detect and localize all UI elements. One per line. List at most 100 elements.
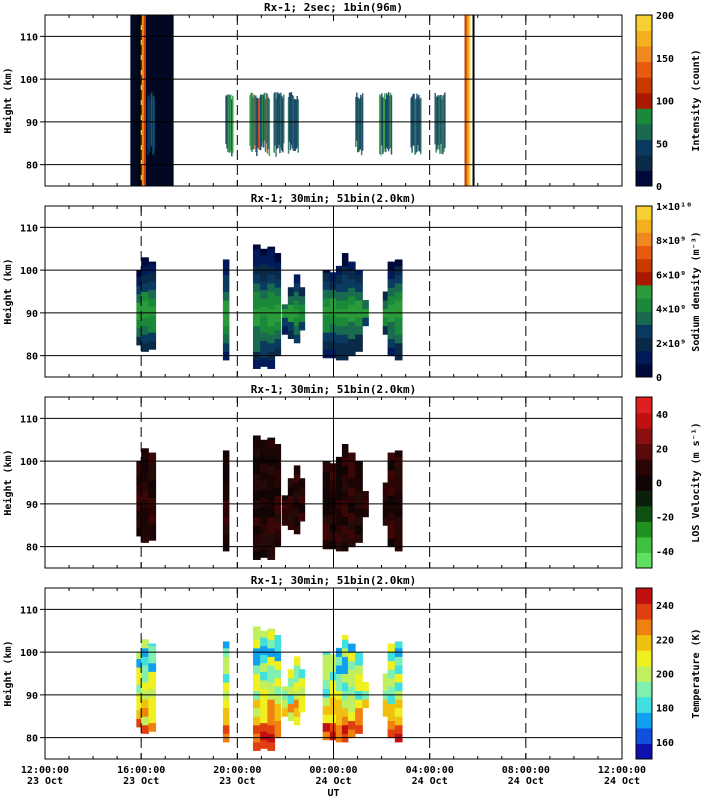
velocity-cell xyxy=(260,439,268,447)
density-cell xyxy=(287,304,295,314)
temperature-cell xyxy=(322,731,331,741)
velocity-cell xyxy=(293,508,301,518)
temperature-cell xyxy=(347,729,356,739)
density-cell xyxy=(141,274,149,284)
velocity-cell xyxy=(322,531,331,541)
temperature-cell xyxy=(267,682,276,692)
velocity-cell xyxy=(222,525,230,535)
density-cell xyxy=(252,334,261,344)
density-cell xyxy=(141,317,149,327)
colorbar-tick-label: 160 xyxy=(656,738,674,749)
density-cell xyxy=(222,300,230,310)
x-axis-label: UT xyxy=(327,788,339,799)
density-cell xyxy=(136,270,142,278)
colorbar-tick-label: -40 xyxy=(656,547,674,558)
velocity-cell xyxy=(335,473,343,483)
density-cell xyxy=(394,334,403,344)
y-tick-label: 80 xyxy=(26,352,38,363)
density-cell xyxy=(347,312,356,322)
intensity-streak xyxy=(151,97,154,156)
y-tick-label: 90 xyxy=(26,691,38,702)
density-cell xyxy=(252,257,261,267)
velocity-cell xyxy=(252,439,261,449)
velocity-cell xyxy=(136,476,142,486)
velocity-cell xyxy=(287,486,295,496)
colorbar-swatch xyxy=(636,271,652,286)
velocity-cell xyxy=(394,482,403,492)
temperature-cell xyxy=(267,716,276,726)
velocity-cell xyxy=(252,448,261,458)
density-cell xyxy=(293,325,301,335)
density-cell xyxy=(322,289,331,299)
velocity-cell xyxy=(322,514,331,524)
colorbar-swatch xyxy=(636,743,652,760)
temperature-cell xyxy=(141,724,149,734)
colorbar-tick-label: 0 xyxy=(656,182,662,193)
colorbar-tick-label: 240 xyxy=(656,601,674,612)
density-cell xyxy=(387,278,396,288)
x-tick-date: 24 Oct xyxy=(604,776,640,787)
density-cell xyxy=(260,297,268,307)
temperature-cell xyxy=(222,682,230,692)
temperature-cell xyxy=(267,707,276,717)
velocity-cell xyxy=(260,488,268,498)
velocity-cell xyxy=(387,529,396,539)
colorbar-tick-label: 1×10¹⁰ xyxy=(656,202,692,213)
velocity-cell xyxy=(382,516,389,526)
intensity-streak xyxy=(249,95,251,146)
temperature-cell xyxy=(267,628,276,632)
edge-stripe xyxy=(464,15,467,186)
temperature-cell xyxy=(148,722,157,732)
colorbar-swatch xyxy=(636,474,652,491)
velocity-cell xyxy=(387,538,396,548)
temperature-cell xyxy=(274,677,282,687)
edge-stripe xyxy=(466,15,469,186)
intensity-streak xyxy=(152,95,155,154)
temperature-cell xyxy=(252,630,261,640)
density-cell xyxy=(387,338,396,348)
temperature-cell xyxy=(355,724,363,734)
intensity-streak xyxy=(417,96,419,145)
velocity-cell xyxy=(260,548,268,558)
colorbar-swatch xyxy=(636,588,652,605)
velocity-cell xyxy=(274,529,282,539)
intensity-streak xyxy=(283,94,285,144)
colorbar-swatch xyxy=(636,603,652,620)
velocity-cell xyxy=(274,478,282,488)
temperature-cell xyxy=(222,716,230,726)
density-cell xyxy=(252,325,261,335)
temperature-cell xyxy=(298,669,306,679)
y-tick-label: 80 xyxy=(26,734,38,745)
density-cell xyxy=(347,347,356,357)
density-cell xyxy=(260,323,268,333)
y-axis-label: Height (km) xyxy=(2,449,14,515)
temperature-cell xyxy=(347,711,356,722)
density-cell xyxy=(322,340,331,350)
density-cell xyxy=(274,261,282,271)
intensity-streak xyxy=(231,99,233,157)
intensity-streak xyxy=(419,99,421,152)
density-cell xyxy=(141,300,149,310)
density-cell xyxy=(136,327,142,337)
velocity-cell xyxy=(287,503,295,513)
density-cell xyxy=(341,274,349,284)
velocity-cell xyxy=(287,520,295,531)
temperature-cell xyxy=(394,699,403,709)
velocity-cell xyxy=(136,461,142,469)
temperature-cell xyxy=(148,697,157,707)
colorbar-label: LOS Velocity (m s⁻¹) xyxy=(690,422,702,542)
x-tick-date: 23 Oct xyxy=(123,776,159,787)
velocity-cell xyxy=(355,465,363,475)
y-tick-label: 100 xyxy=(20,457,38,468)
intensity-streak xyxy=(230,94,232,151)
velocity-cell xyxy=(260,480,268,490)
temperature-cell xyxy=(347,643,356,653)
velocity-cell xyxy=(267,465,276,475)
density-cell xyxy=(387,295,396,305)
colorbar-swatch xyxy=(636,139,652,156)
velocity-cell xyxy=(260,540,268,550)
density-cell xyxy=(382,291,389,301)
density-cell xyxy=(274,304,282,314)
intensity-streak xyxy=(228,95,230,153)
